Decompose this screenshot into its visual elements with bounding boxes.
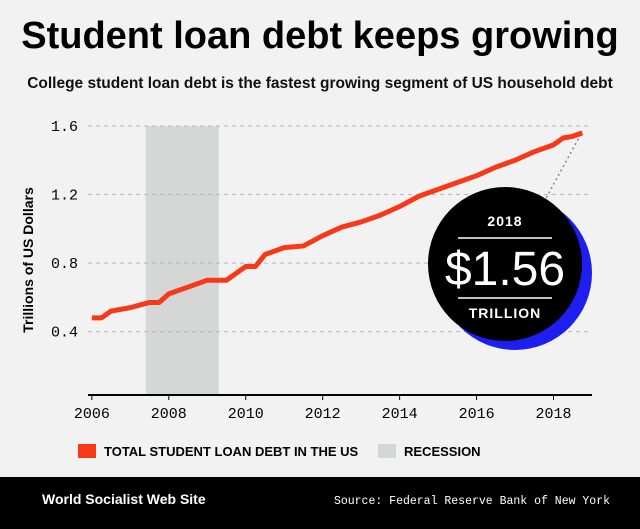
legend-label: RECESSION [404,444,481,459]
x-tick-label: 2006 [74,406,110,423]
footer [0,477,640,529]
chart-subtitle: College student loan debt is the fastest… [27,75,613,92]
legend-label: TOTAL STUDENT LOAN DEBT IN THE US [104,444,359,459]
legend-swatch [378,444,396,458]
callout-unit: TRILLION [469,305,542,321]
callout-year: 2018 [487,213,522,229]
x-tick-label: 2014 [382,406,418,423]
y-tick-label: 0.4 [51,325,78,342]
data-line [91,130,584,321]
recession-band [145,126,219,395]
x-tick-label: 2010 [228,406,264,423]
chart-title: Student loan debt keeps growing [21,15,618,57]
x-tick-label: 2008 [151,406,187,423]
callout-value: $1.56 [445,243,565,296]
y-axis-label: Trillions of US Dollars [20,187,36,333]
plot: 0.4 0.8 1.2 1.6 2006 2008 2010 2012 2014 2016 2018… [51,119,592,459]
x-tick-label: 2016 [459,406,495,423]
callout-leader [544,138,580,201]
callout-circle [428,187,582,341]
y-tick-label: 0.8 [51,256,78,273]
y-tick-label: 1.6 [51,119,78,136]
y-tick-label: 1.2 [51,188,78,205]
x-tick-label: 2012 [305,406,341,423]
brand: World Socialist Web Site [42,491,206,507]
source: Source: Federal Reserve Bank of New York [334,495,610,508]
legend-swatch [78,444,96,458]
x-tick-label: 2018 [536,406,572,423]
